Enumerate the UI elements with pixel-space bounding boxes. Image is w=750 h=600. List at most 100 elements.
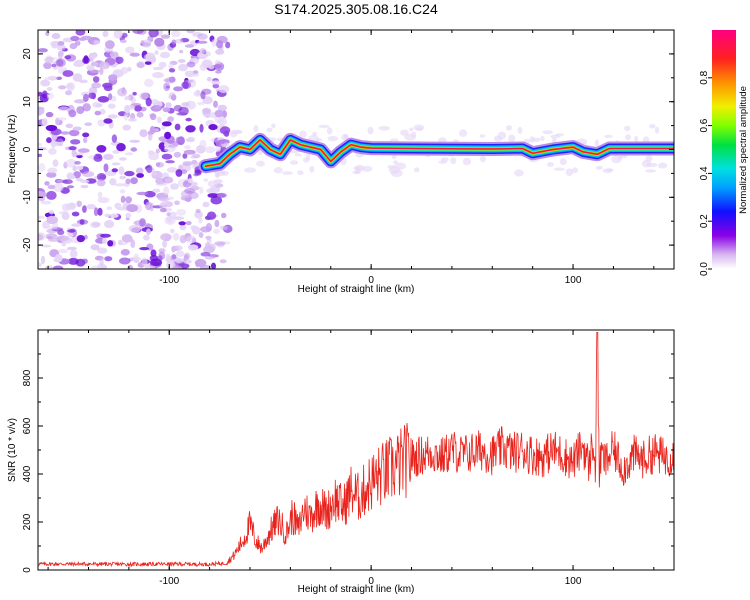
noise-blob xyxy=(166,167,178,173)
noise-blob xyxy=(136,173,145,178)
noise-blob xyxy=(178,221,186,226)
noise-blob xyxy=(213,64,222,69)
noise-blob xyxy=(160,233,172,241)
noise-blob xyxy=(92,40,101,45)
noise-blob xyxy=(161,153,173,160)
halo-blob xyxy=(315,138,323,142)
noise-blob xyxy=(126,104,136,111)
noise-blob xyxy=(205,242,211,249)
noise-blob xyxy=(66,83,74,89)
halo-blob xyxy=(641,159,651,168)
noise-blob xyxy=(44,181,50,186)
noise-blob xyxy=(38,234,44,241)
noise-blob xyxy=(80,35,93,41)
noise-blob xyxy=(66,174,76,180)
noise-blob xyxy=(97,191,103,199)
noise-blob xyxy=(171,39,177,45)
noise-blob xyxy=(216,192,227,199)
noise-blob xyxy=(72,126,82,131)
noise-blob xyxy=(136,62,145,69)
noise-blob xyxy=(46,92,54,100)
halo-blob xyxy=(355,168,361,175)
noise-blob xyxy=(210,196,223,205)
halo-blob xyxy=(409,127,414,132)
halo-blob xyxy=(602,168,613,174)
noise-blob xyxy=(175,250,185,258)
noise-blob xyxy=(97,197,110,204)
colorbar: 0.0 0.2 0.4 0.6 0.8 Normalized spectral ampl… xyxy=(699,30,749,276)
noise-blob xyxy=(198,232,204,238)
noise-blob xyxy=(197,33,208,40)
colorbar-tick-label: 0.0 xyxy=(699,262,710,276)
noise-blob xyxy=(150,258,163,267)
noise-blob xyxy=(70,35,80,42)
noise-blob xyxy=(44,76,49,84)
noise-blob xyxy=(199,139,207,149)
noise-blob xyxy=(86,66,95,71)
noise-blob xyxy=(47,184,56,190)
noise-blob xyxy=(90,265,103,269)
noise-blob xyxy=(181,102,190,107)
noise-blob xyxy=(166,212,171,217)
noise-blob xyxy=(171,94,177,101)
noise-blob xyxy=(68,129,80,137)
noise-blob xyxy=(149,125,156,135)
colorbar-tick-label: 0.2 xyxy=(699,214,710,228)
noise-blob xyxy=(199,123,204,133)
noise-blob xyxy=(66,246,77,251)
halo-blob xyxy=(604,134,613,138)
noise-blob xyxy=(225,41,231,49)
noise-blob xyxy=(38,215,45,219)
halo-blob xyxy=(204,146,216,154)
noise-blob xyxy=(214,241,226,246)
halo-blob xyxy=(649,124,656,129)
x-tick-label: 100 xyxy=(565,576,582,587)
halo-blob xyxy=(555,133,564,137)
noise-blob xyxy=(108,74,118,81)
noise-blob xyxy=(109,51,119,58)
halo-blob xyxy=(404,133,417,141)
halo-blob xyxy=(657,162,668,169)
noise-blob xyxy=(155,162,165,168)
noise-blob xyxy=(163,82,171,92)
halo-blob xyxy=(343,134,348,140)
noise-blob xyxy=(51,33,61,40)
halo-blob xyxy=(305,152,311,161)
noise-blob xyxy=(73,61,85,67)
halo-blob xyxy=(595,165,603,170)
noise-blob xyxy=(178,63,188,72)
halo-blob xyxy=(450,157,457,165)
noise-blob xyxy=(195,208,201,214)
noise-blob xyxy=(152,66,164,71)
y-tick-label: -10 xyxy=(22,190,33,205)
noise-blob xyxy=(76,154,83,159)
noise-blob xyxy=(135,167,144,175)
noise-blob xyxy=(69,43,78,50)
halo-blob xyxy=(318,124,330,129)
noise-blob xyxy=(204,256,215,260)
noise-blob xyxy=(199,186,204,195)
noise-blob xyxy=(154,37,165,47)
noise-blob xyxy=(148,30,159,38)
noise-blob xyxy=(72,165,77,172)
halo-blob xyxy=(297,170,304,175)
halo-blob xyxy=(253,125,259,133)
noise-blob xyxy=(117,242,128,246)
snr-series-line xyxy=(38,331,674,568)
snr-y-label: SNR (10 * v/v) xyxy=(7,418,18,482)
noise-blob xyxy=(58,65,64,74)
noise-blob xyxy=(207,193,219,198)
colorbar-gradient xyxy=(712,30,736,269)
noise-blob xyxy=(155,148,160,154)
noise-blob xyxy=(103,153,114,160)
noise-blob xyxy=(115,56,124,64)
noise-blob xyxy=(133,253,139,261)
noise-blob xyxy=(186,61,196,68)
noise-blob xyxy=(69,249,78,259)
snr-panel: -100 0 100 0 200 400 600 800 Height of straigh… xyxy=(7,329,675,595)
halo-blob xyxy=(413,167,420,173)
noise-blob xyxy=(79,79,88,84)
noise-blob xyxy=(40,255,46,265)
noise-blob xyxy=(171,254,177,260)
noise-blob xyxy=(198,217,203,224)
